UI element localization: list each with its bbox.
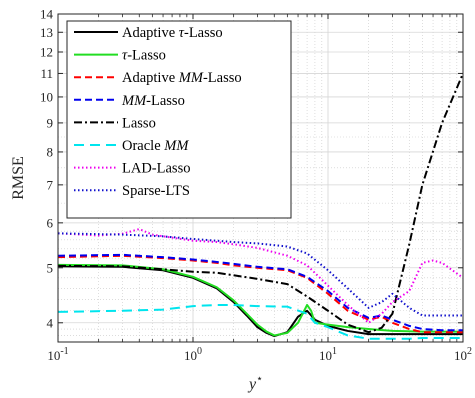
y-axis-label: RMSE bbox=[10, 156, 27, 200]
y-tick-label: 13 bbox=[40, 25, 53, 40]
y-tick-label: 12 bbox=[40, 44, 53, 59]
x-axis-label: y⋆ bbox=[247, 373, 263, 393]
series-line-5 bbox=[58, 303, 463, 340]
series-line-1 bbox=[58, 263, 463, 337]
legend-entry: Sparse-LTS bbox=[122, 183, 190, 199]
series-line-6 bbox=[58, 228, 463, 324]
y-tick-label: 8 bbox=[47, 144, 54, 159]
y-tick-label: 7 bbox=[47, 177, 54, 192]
x-axis-label-main: y bbox=[247, 376, 257, 393]
legend-entry: τ-Lasso bbox=[122, 48, 166, 64]
legend-entry: Adaptive τ-Lasso bbox=[122, 25, 223, 41]
legend-entry: Adaptive MM-Lasso bbox=[122, 70, 242, 86]
legend-entry: MM-Lasso bbox=[121, 93, 185, 109]
x-tick-label: 100 bbox=[184, 346, 202, 363]
y-tick-labels: 4 5 6 7 8 9 10 11 12 13 14 bbox=[40, 7, 54, 331]
x-tick-label: 101 bbox=[319, 346, 337, 363]
series-line-7 bbox=[58, 232, 463, 317]
plot-frame bbox=[57, 13, 464, 343]
x-tick-label: 10-1 bbox=[47, 346, 68, 363]
tick-marks bbox=[57, 13, 464, 342]
y-tick-label: 14 bbox=[40, 7, 54, 22]
legend-entry: LAD-Lasso bbox=[122, 161, 190, 177]
y-tick-label: 6 bbox=[47, 215, 54, 230]
series-layer bbox=[58, 73, 463, 340]
y-tick-label: 9 bbox=[47, 115, 54, 130]
y-tick-label: 10 bbox=[40, 89, 53, 104]
x-tick-label: 102 bbox=[454, 346, 472, 363]
legend-entry: Oracle MM bbox=[122, 138, 189, 154]
x-axis-label-sup: ⋆ bbox=[256, 373, 263, 385]
legend: Adaptive τ-Lasso τ-Lasso Adaptive MM-Lasso… bbox=[66, 20, 292, 219]
y-tick-label: 11 bbox=[40, 66, 53, 81]
x-tick-labels: 10-1 100 101 102 bbox=[47, 346, 472, 363]
legend-entry: Lasso bbox=[122, 115, 156, 131]
series-line-2 bbox=[58, 254, 463, 334]
y-tick-label: 5 bbox=[47, 260, 54, 275]
y-tick-label: 4 bbox=[47, 315, 54, 330]
series-line-4 bbox=[58, 73, 463, 334]
